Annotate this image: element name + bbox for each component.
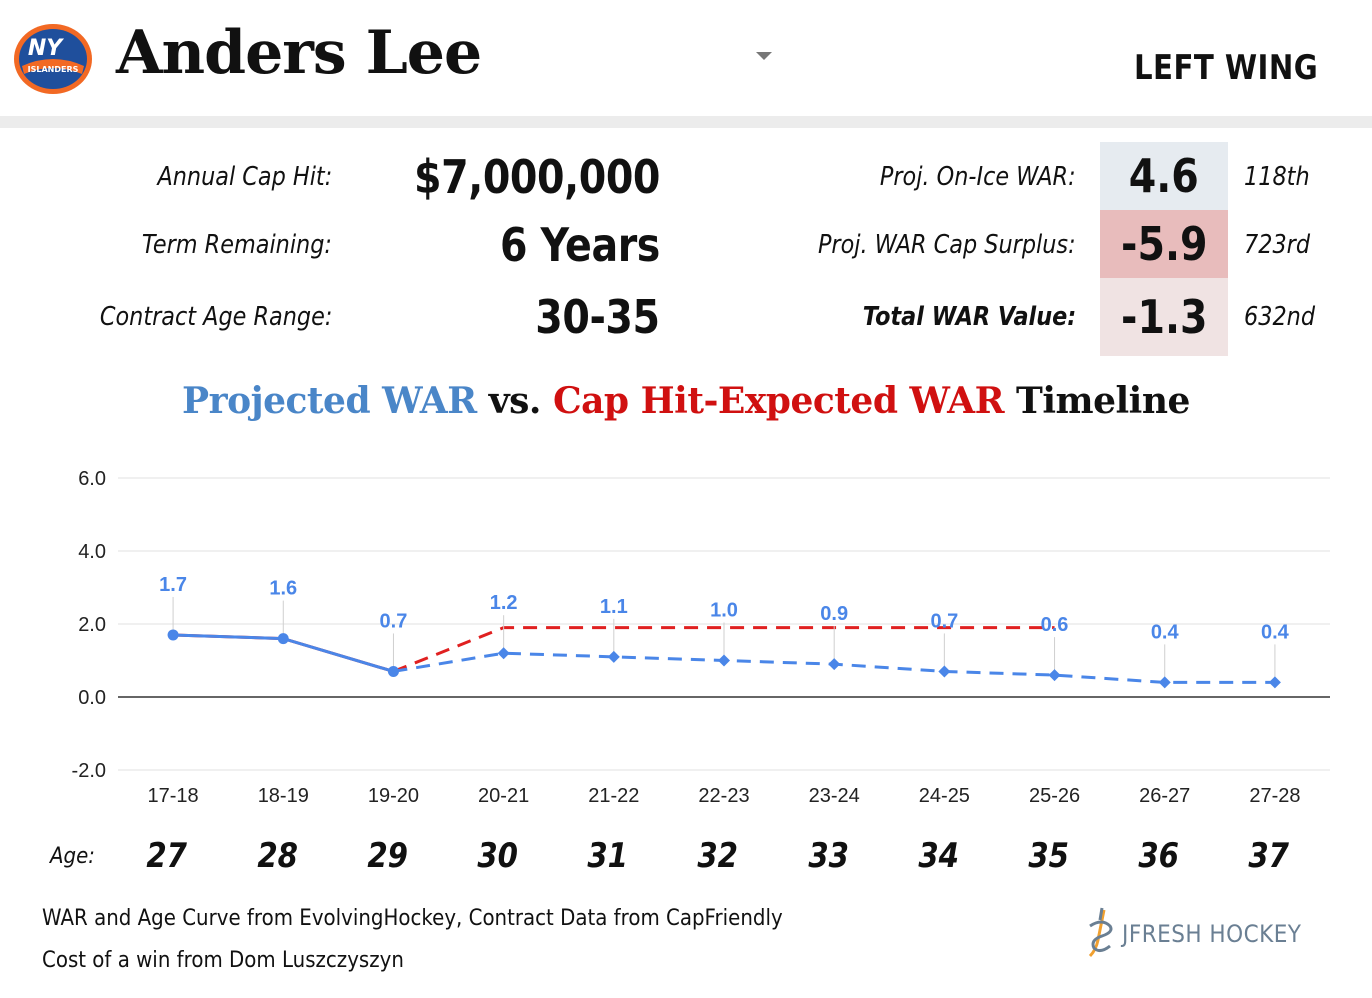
brand-name: JFRESH HOCKEY bbox=[1122, 920, 1302, 948]
war-timeline-chart: -2.0 0.0 2.0 4.0 6.0 17-18 18-19 19-20 20-21 21-2… bbox=[72, 468, 1330, 807]
player-name: Anders Lee bbox=[116, 18, 482, 88]
total-war-value-box: -1.3 bbox=[1100, 278, 1228, 356]
projected-war-data-label: 0.4 bbox=[1151, 621, 1180, 643]
projected-war-point bbox=[277, 633, 289, 645]
projected-war-point bbox=[828, 658, 841, 671]
projected-war-point bbox=[607, 650, 620, 663]
header: NY ISLANDERS Anders Lee LEFT WING bbox=[0, 0, 1372, 116]
age-value: 28 bbox=[256, 836, 298, 876]
chart-title-vs: vs. bbox=[476, 380, 553, 422]
logo-ny-text: NY bbox=[28, 36, 64, 61]
age-value: 32 bbox=[697, 836, 739, 876]
age-value: 37 bbox=[1248, 836, 1290, 876]
term-value: 6 Years bbox=[500, 218, 660, 272]
total-war-rank: 632nd bbox=[1244, 302, 1316, 332]
y-tick-label: 0.0 bbox=[78, 687, 106, 709]
projected-war-point bbox=[938, 665, 951, 678]
age-value: 33 bbox=[807, 836, 849, 876]
age-range-label: Contract Age Range: bbox=[99, 302, 332, 332]
projected-war-point bbox=[387, 665, 399, 677]
player-position: LEFT WING bbox=[1133, 48, 1318, 88]
projected-war-point bbox=[497, 647, 510, 660]
total-war-value: -1.3 bbox=[1120, 290, 1208, 344]
age-range-value: 30-35 bbox=[535, 290, 661, 344]
projected-war-point bbox=[167, 629, 179, 641]
brand: JFRESH HOCKEY bbox=[1084, 906, 1324, 962]
total-war-label: Total WAR Value: bbox=[862, 302, 1076, 332]
projected-war-data-label: 1.0 bbox=[710, 600, 738, 622]
onice-war-value-box: 4.6 bbox=[1100, 142, 1228, 210]
chart-title: Projected WAR vs. Cap Hit-Expected WAR T… bbox=[0, 380, 1372, 422]
cap-hit-value: $7,000,000 bbox=[414, 150, 660, 204]
x-tick-label: 21-22 bbox=[588, 785, 639, 807]
x-tick-label: 17-18 bbox=[148, 785, 199, 807]
header-divider bbox=[0, 116, 1372, 128]
chart-title-projected: Projected WAR bbox=[182, 380, 477, 422]
cap-hit-label: Annual Cap Hit: bbox=[157, 162, 332, 192]
age-value: 31 bbox=[587, 836, 629, 876]
surplus-value: -5.9 bbox=[1120, 217, 1208, 271]
x-tick-label: 20-21 bbox=[478, 785, 529, 807]
y-tick-label: 6.0 bbox=[78, 468, 106, 490]
age-value: 36 bbox=[1138, 836, 1180, 876]
x-tick-label: 19-20 bbox=[368, 785, 419, 807]
projected-war-data-label: 1.1 bbox=[600, 596, 628, 618]
age-value: 34 bbox=[918, 836, 959, 876]
jfresh-hockey-logo-icon bbox=[1088, 907, 1113, 958]
footer-source-line-1: WAR and Age Curve from EvolvingHockey, C… bbox=[42, 906, 783, 931]
x-tick-label: 23-24 bbox=[809, 785, 860, 807]
projected-war-point bbox=[1158, 676, 1171, 689]
player-select-dropdown-icon[interactable] bbox=[756, 52, 772, 60]
onice-war-label: Proj. On-Ice WAR: bbox=[880, 162, 1076, 192]
surplus-label: Proj. WAR Cap Surplus: bbox=[818, 230, 1076, 260]
projected-war-point bbox=[1268, 676, 1281, 689]
term-label: Term Remaining: bbox=[141, 230, 332, 260]
projected-war-data-label: 0.9 bbox=[820, 603, 848, 625]
y-tick-label: -2.0 bbox=[72, 760, 106, 782]
y-tick-label: 4.0 bbox=[78, 541, 106, 563]
age-value: 27 bbox=[146, 836, 188, 876]
onice-war-value: 4.6 bbox=[1128, 149, 1200, 203]
age-value: 35 bbox=[1028, 836, 1069, 876]
x-tick-label: 27-28 bbox=[1249, 785, 1300, 807]
y-tick-label: 2.0 bbox=[78, 614, 106, 636]
chart-title-timeline: Timeline bbox=[1004, 380, 1190, 422]
projected-war-data-label: 0.4 bbox=[1261, 621, 1290, 643]
x-tick-label: 24-25 bbox=[919, 785, 970, 807]
ny-islanders-logo-icon: NY ISLANDERS bbox=[14, 24, 92, 94]
surplus-value-box: -5.9 bbox=[1100, 210, 1228, 278]
projected-war-data-label: 1.6 bbox=[269, 578, 297, 600]
projected-war-data-label: 1.7 bbox=[159, 574, 187, 596]
x-tick-label: 26-27 bbox=[1139, 785, 1190, 807]
age-value: 29 bbox=[367, 836, 408, 876]
chart-title-expected: Cap Hit-Expected WAR bbox=[552, 380, 1005, 422]
projected-war-data-label: 1.2 bbox=[490, 592, 518, 614]
logo-islanders-text: ISLANDERS bbox=[28, 65, 79, 74]
onice-war-rank: 118th bbox=[1244, 162, 1310, 192]
x-tick-label: 25-26 bbox=[1029, 785, 1080, 807]
x-tick-label: 22-23 bbox=[698, 785, 749, 807]
projected-war-point bbox=[1048, 669, 1061, 682]
projected-war-data-label: 0.7 bbox=[380, 610, 408, 632]
age-value: 30 bbox=[477, 836, 518, 876]
surplus-rank: 723rd bbox=[1244, 230, 1311, 260]
footer-source-line-2: Cost of a win from Dom Luszczyszyn bbox=[42, 948, 404, 973]
x-tick-label: 18-19 bbox=[258, 785, 309, 807]
projected-war-point bbox=[718, 654, 730, 667]
projected-war-data-label: 0.7 bbox=[930, 610, 958, 632]
projected-war-data-label: 0.6 bbox=[1041, 614, 1069, 636]
age-row-label: Age: bbox=[50, 844, 95, 869]
